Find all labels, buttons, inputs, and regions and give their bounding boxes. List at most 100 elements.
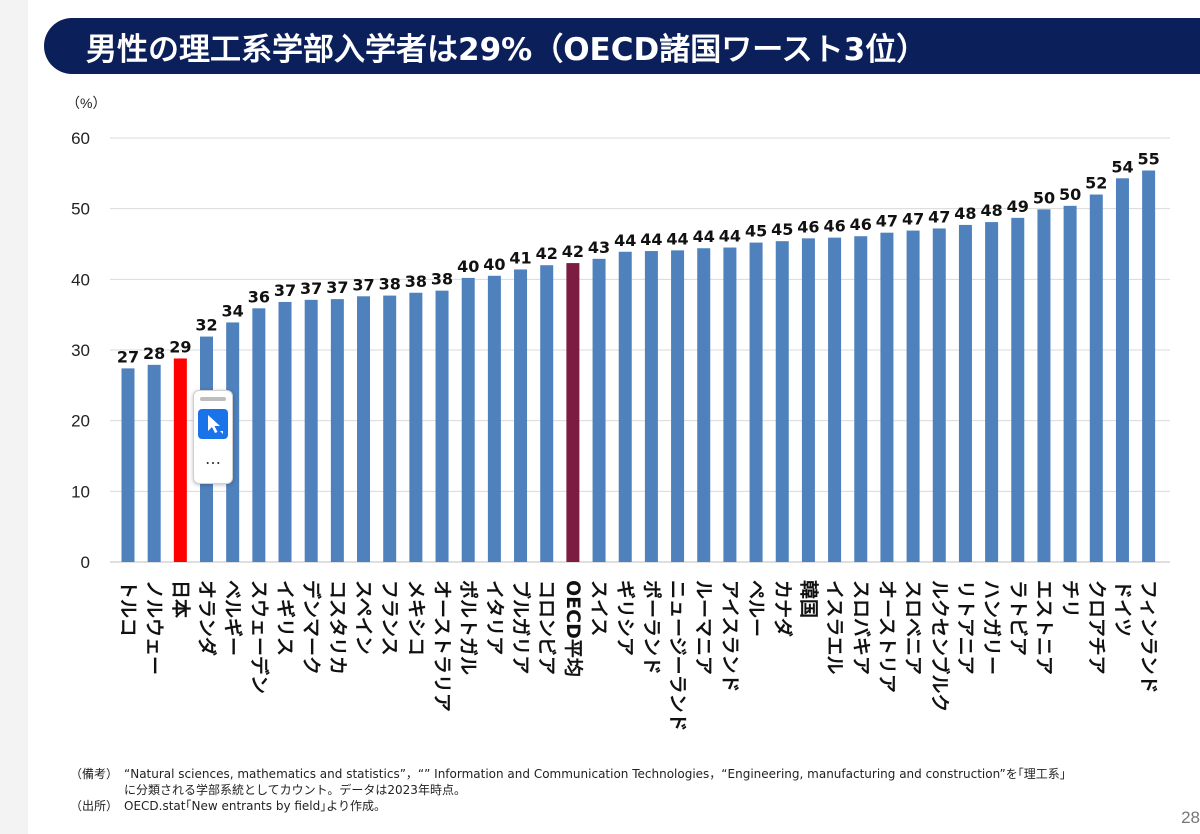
category-label-38: クロアチア [1085, 580, 1107, 675]
data-label-32: 47 [928, 207, 950, 226]
category-label-33: リトアニア [954, 580, 976, 675]
category-label-34: ハンガリー [981, 580, 1003, 675]
page-number: 28 [1181, 808, 1200, 827]
data-label-19: 43 [588, 238, 610, 257]
bar-24 [723, 247, 737, 563]
category-label-32: ルクセンブルク [928, 580, 951, 712]
footnotes: （備考） “Natural sciences, mathematics and … [70, 766, 1180, 814]
data-label-24: 44 [719, 227, 741, 246]
category-label-28: イスラエル [824, 580, 846, 674]
category-label-10: スペイン [353, 580, 375, 655]
data-label-27: 46 [797, 217, 819, 236]
category-label-1: トルコ [117, 580, 139, 637]
bar-32 [932, 228, 946, 562]
bar-11 [383, 295, 397, 562]
data-label-3: 29 [169, 337, 191, 356]
data-label-15: 40 [483, 255, 505, 274]
remarks-line-2: に分類される学部系統としてカウント。データは2023年時点。 [124, 783, 466, 797]
remarks-line-1: “Natural sciences, mathematics and stati… [124, 767, 1066, 781]
data-label-16: 41 [509, 248, 531, 267]
data-label-20: 44 [614, 231, 636, 250]
data-label-34: 48 [980, 201, 1002, 220]
category-label-9: コスタリカ [326, 580, 348, 675]
bar-28 [828, 237, 842, 562]
category-label-13: オーストラリア [431, 580, 453, 712]
category-label-36: エストニア [1033, 580, 1055, 675]
category-label-3: 日本 [169, 580, 192, 618]
data-label-6: 36 [248, 287, 270, 306]
remarks-note: （備考） “Natural sciences, mathematics and … [70, 766, 1180, 782]
data-label-7: 37 [274, 281, 296, 300]
bar-2 [147, 364, 161, 562]
category-label-18: OECD平均 [562, 580, 585, 677]
category-label-5: ベルギー [222, 580, 244, 656]
category-label-22: ニュージーランド [667, 580, 689, 732]
y-axis-unit-label: （%） [66, 95, 106, 111]
bar-38 [1089, 194, 1103, 563]
bar-14 [461, 277, 475, 562]
category-label-11: フランス [379, 580, 401, 656]
bar-25 [749, 242, 763, 562]
bar-10 [357, 296, 371, 562]
cursor-arrow-icon [208, 415, 223, 434]
bar-23 [697, 248, 711, 563]
select-tool-button[interactable] [198, 409, 228, 439]
bar-16 [514, 269, 528, 562]
category-label-25: ペルー [745, 580, 767, 637]
data-label-18: 42 [562, 242, 584, 261]
floating-toolbar[interactable]: … [193, 390, 233, 484]
category-label-37: チリ [1059, 580, 1081, 618]
data-label-25: 45 [745, 222, 767, 241]
data-label-11: 38 [379, 275, 401, 294]
category-label-12: メキシコ [405, 580, 427, 656]
bar-6 [252, 308, 266, 562]
bar-26 [775, 241, 789, 562]
bar-34 [985, 222, 999, 563]
y-tick-label: 0 [81, 553, 90, 572]
data-label-28: 46 [823, 217, 845, 236]
category-label-4: オランダ [196, 580, 219, 656]
bar-30 [880, 232, 894, 562]
y-tick-label: 40 [71, 270, 90, 289]
data-label-14: 40 [457, 257, 479, 276]
category-label-31: スロベニア [902, 580, 924, 675]
bar-13 [435, 290, 449, 562]
data-label-29: 46 [850, 215, 872, 234]
bar-8 [304, 299, 318, 562]
category-label-23: ルーマニア [693, 580, 715, 675]
data-label-1: 27 [117, 347, 139, 366]
bars [121, 170, 1156, 563]
bar-39 [1115, 178, 1129, 562]
data-label-10: 37 [352, 275, 374, 294]
bar-1 [121, 368, 135, 562]
category-label-21: ポーランド [640, 580, 663, 675]
source-text: OECD.stat｢New entrants by field｣より作成。 [124, 799, 387, 813]
bar-37 [1063, 205, 1077, 562]
data-label-17: 42 [536, 244, 558, 263]
category-label-14: ポルトガル [457, 580, 480, 675]
bar-20 [618, 251, 632, 563]
bar-18 [566, 263, 580, 562]
bar-19 [592, 258, 606, 562]
data-label-39: 54 [1111, 157, 1133, 176]
category-label-27: 韓国 [797, 580, 820, 618]
y-tick-label: 10 [71, 482, 90, 501]
category-label-29: スロバキア [850, 580, 872, 675]
bar-36 [1037, 209, 1051, 562]
drag-handle-icon[interactable] [200, 397, 226, 401]
data-label-5: 34 [222, 301, 244, 320]
y-axis-ticks: 0 10 20 30 40 50 60 [71, 129, 90, 572]
category-label-40: フィンランド [1138, 580, 1160, 694]
bar-31 [906, 230, 920, 562]
data-label-2: 28 [143, 344, 165, 363]
category-label-19: スイス [588, 580, 610, 636]
y-tick-label: 20 [71, 412, 90, 431]
more-options-button[interactable]: … [205, 449, 221, 468]
y-tick-label: 30 [71, 341, 90, 360]
category-label-6: スウェーデン [248, 580, 271, 694]
remarks-note-continued: に分類される学部系統としてカウント。データは2023年時点。 [70, 782, 1180, 798]
data-label-26: 45 [771, 220, 793, 239]
category-label-17: コロンビア [536, 580, 558, 675]
